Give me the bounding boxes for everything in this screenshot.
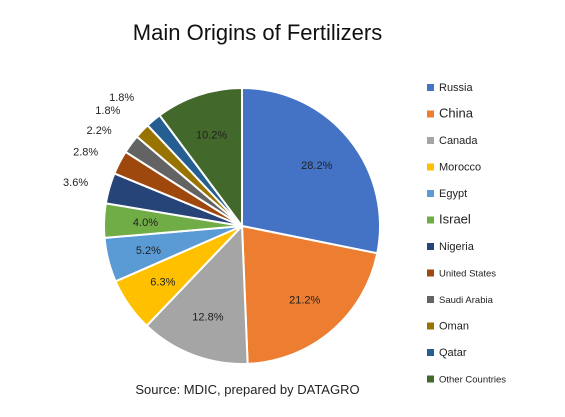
legend-label-united-states: United States: [439, 269, 496, 280]
data-label-saudi-arabia: 2.2%: [87, 125, 112, 137]
data-label-qatar: 1.8%: [109, 92, 134, 104]
legend-item-china: China: [427, 106, 474, 121]
legend-swatch-nigeria: [427, 243, 434, 250]
data-label-russia: 28.2%: [301, 160, 332, 172]
legend-label-other-countries: Other Countries: [439, 375, 506, 386]
data-label-other-countries: 10.2%: [196, 129, 227, 141]
legend-item-israel: Israel: [427, 212, 471, 227]
legend-label-china: China: [439, 106, 474, 121]
legend-label-israel: Israel: [439, 212, 471, 227]
legend: Russia China Canada Morocco Egypt Israel Niger…: [427, 82, 506, 386]
legend-item-nigeria: Nigeria: [427, 241, 475, 253]
data-label-canada: 12.8%: [192, 311, 223, 323]
slice-labels: 28.2% 21.2% 12.8% 6.3% 5.2% 4.0% 3.6% 2.8% 2.2% 1…: [63, 92, 333, 323]
legend-label-canada: Canada: [439, 135, 478, 147]
data-label-israel: 4.0%: [133, 217, 158, 229]
legend-item-saudi-arabia: Saudi Arabia: [427, 295, 494, 306]
legend-swatch-saudi-arabia: [427, 296, 434, 303]
legend-label-saudi-arabia: Saudi Arabia: [439, 295, 494, 306]
pie-slice-china: [240, 224, 379, 365]
legend-label-morocco: Morocco: [439, 162, 481, 174]
data-label-morocco: 6.3%: [150, 276, 175, 288]
legend-item-other-countries: Other Countries: [427, 375, 506, 386]
legend-item-canada: Canada: [427, 135, 478, 147]
legend-swatch-oman: [427, 322, 434, 330]
data-label-oman: 1.8%: [95, 105, 120, 117]
legend-label-nigeria: Nigeria: [439, 241, 475, 253]
data-label-egypt: 5.2%: [136, 245, 161, 257]
pie-slice-russia: [241, 86, 381, 255]
legend-swatch-qatar: [427, 349, 434, 356]
legend-swatch-morocco: [427, 163, 434, 171]
legend-swatch-egypt: [427, 190, 434, 197]
legend-swatch-china: [427, 110, 434, 118]
legend-label-oman: Oman: [439, 321, 469, 333]
legend-label-qatar: Qatar: [439, 347, 467, 359]
legend-swatch-russia: [427, 84, 434, 91]
chart-source-note: Source: MDIC, prepared by DATAGRO: [135, 382, 360, 397]
pie-slice-canada: [145, 223, 249, 365]
data-label-china: 21.2%: [289, 294, 320, 306]
legend-swatch-other-countries: [427, 375, 434, 383]
legend-item-united-states: United States: [427, 269, 496, 280]
legend-item-qatar: Qatar: [427, 347, 467, 359]
data-label-united-states: 2.8%: [73, 146, 98, 158]
legend-item-morocco: Morocco: [427, 162, 481, 174]
legend-label-egypt: Egypt: [439, 188, 467, 200]
legend-item-russia: Russia: [427, 82, 474, 94]
legend-item-oman: Oman: [427, 321, 469, 333]
legend-swatch-united-states: [427, 269, 434, 277]
legend-label-russia: Russia: [439, 82, 474, 94]
chart-title: Main Origins of Fertilizers: [132, 20, 383, 45]
legend-item-egypt: Egypt: [427, 188, 467, 200]
legend-swatch-israel: [427, 216, 434, 224]
pie-slice-other-countries: [158, 86, 243, 230]
legend-swatch-canada: [427, 137, 434, 144]
data-label-nigeria: 3.6%: [63, 177, 88, 189]
